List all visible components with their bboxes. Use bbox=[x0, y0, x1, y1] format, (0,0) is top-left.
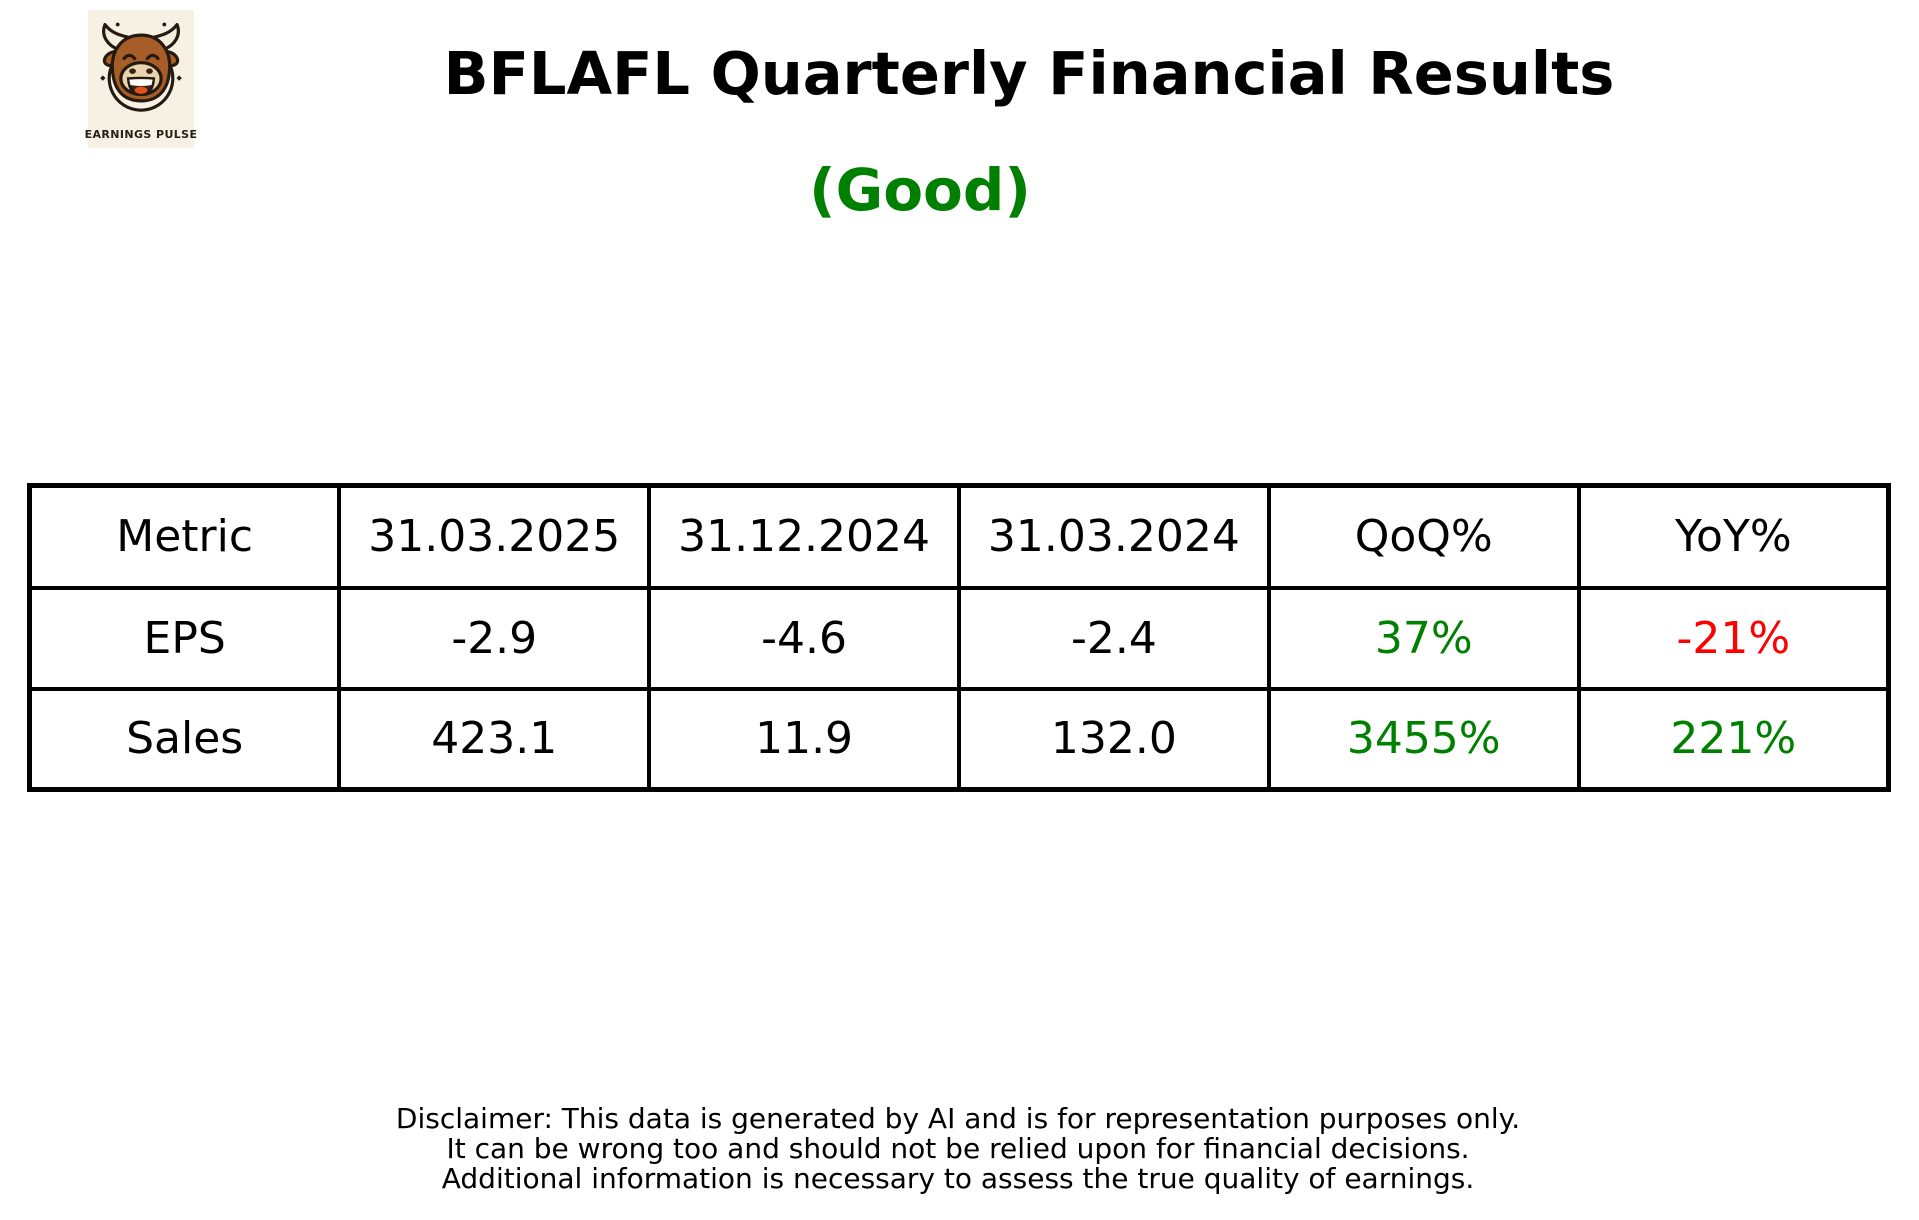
eps-current-cell: -2.9 bbox=[337, 585, 652, 691]
earnings-pulse-logo: EARNINGS PULSE bbox=[85, 10, 197, 148]
col-header-qoq: QoQ% bbox=[1266, 483, 1581, 590]
sales-qoq-cell: 3455% bbox=[1266, 686, 1581, 792]
disclaimer-line-2: It can be wrong too and should not be re… bbox=[446, 1132, 1470, 1165]
logo-caption: EARNINGS PULSE bbox=[84, 128, 198, 141]
eps-previous-cell: -4.6 bbox=[647, 585, 961, 691]
disclaimer-line-3: Additional information is necessary to a… bbox=[441, 1162, 1475, 1195]
sales-previous-cell: 11.9 bbox=[647, 686, 961, 792]
col-header-yoy: YoY% bbox=[1576, 483, 1891, 590]
col-header-q-current: 31.03.2025 bbox=[337, 483, 652, 590]
col-header-metric: Metric bbox=[27, 483, 342, 590]
eps-qoq-cell: 37% bbox=[1266, 585, 1581, 691]
verdict-label: (Good) bbox=[809, 156, 1031, 224]
sales-metric-cell: Sales bbox=[27, 686, 342, 792]
table-header-row: Metric 31.03.2025 31.12.2024 31.03.2024 … bbox=[27, 483, 1891, 590]
sales-current-cell: 423.1 bbox=[337, 686, 652, 792]
bull-icon bbox=[88, 11, 194, 125]
disclaimer: Disclaimer: This data is generated by AI… bbox=[396, 1104, 1520, 1194]
eps-yearago-cell: -2.4 bbox=[956, 585, 1271, 691]
eps-metric-cell: EPS bbox=[27, 585, 342, 691]
table-row-eps: EPS -2.9 -4.6 -2.4 37% -21% bbox=[27, 585, 1891, 691]
financials-table: Metric 31.03.2025 31.12.2024 31.03.2024 … bbox=[27, 483, 1891, 792]
disclaimer-line-1: Disclaimer: This data is generated by AI… bbox=[395, 1102, 1521, 1135]
col-header-q-yearago: 31.03.2024 bbox=[956, 483, 1271, 590]
sales-yoy-cell: 221% bbox=[1576, 686, 1891, 792]
col-header-q-previous: 31.12.2024 bbox=[647, 483, 961, 590]
table-row-sales: Sales 423.1 11.9 132.0 3455% 221% bbox=[27, 686, 1891, 792]
sales-yearago-cell: 132.0 bbox=[956, 686, 1271, 792]
eps-yoy-cell: -21% bbox=[1576, 585, 1891, 691]
page-title: BFLAFL Quarterly Financial Results bbox=[443, 39, 1615, 108]
